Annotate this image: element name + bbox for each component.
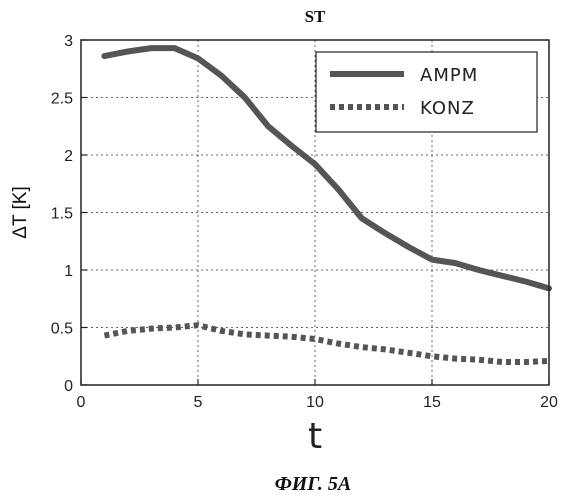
legend-label-ampm: AMPM [420, 65, 478, 86]
legend-box [316, 52, 537, 132]
y-tick-label: 1.5 [51, 206, 73, 223]
y-tick-label: 1 [64, 263, 73, 280]
figure-caption: ФИГ. 5A [275, 473, 351, 495]
y-tick-label: 0 [64, 378, 73, 395]
y-tick-label: 3 [64, 33, 73, 50]
legend-label-konz: KONZ [420, 98, 475, 119]
y-tick-label: 2.5 [51, 91, 73, 108]
x-tick-label: 20 [540, 394, 558, 411]
y-tick-labels: 0 0.5 1 1.5 2 2.5 3 [51, 33, 73, 395]
y-axis-label: ΔT [K] [10, 186, 31, 238]
x-tick-label: 5 [194, 394, 203, 411]
x-axis-label: t [308, 416, 322, 457]
x-tick-label: 10 [306, 394, 324, 411]
legend: AMPM KONZ [316, 52, 537, 132]
x-tick-label: 0 [77, 394, 86, 411]
x-tick-labels: 0 5 10 15 20 [77, 394, 558, 411]
y-tick-label: 2 [64, 148, 73, 165]
chart-title: ST [305, 7, 326, 26]
y-tick-label: 0.5 [51, 321, 73, 338]
series-line-konz [104, 325, 549, 362]
x-tick-label: 15 [423, 394, 441, 411]
